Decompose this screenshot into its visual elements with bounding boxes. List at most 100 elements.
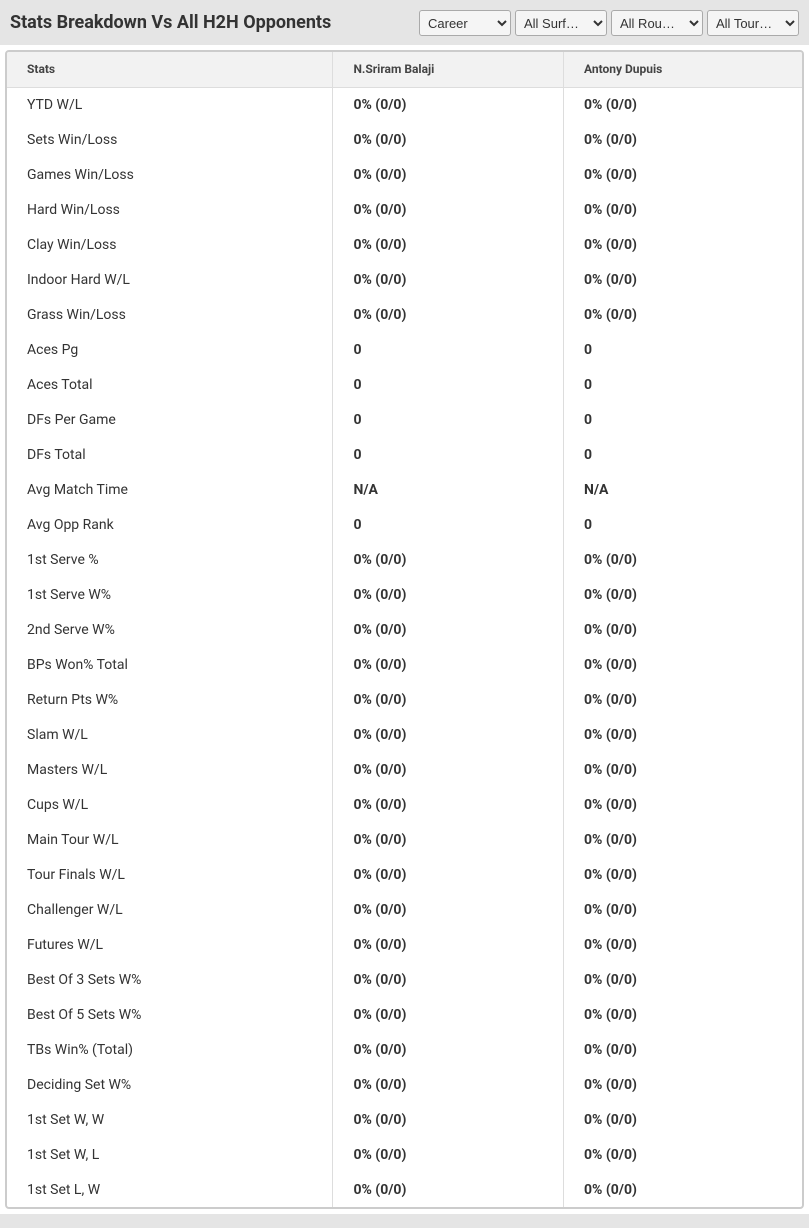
stat-label: Games Win/Loss — [7, 157, 333, 192]
player2-value: 0% (0/0) — [563, 87, 802, 122]
table-row: 2nd Serve W%0% (0/0)0% (0/0) — [7, 612, 802, 647]
stat-label: Clay Win/Loss — [7, 227, 333, 262]
player1-value: 0% (0/0) — [333, 192, 564, 227]
player1-value: 0 — [333, 437, 564, 472]
stats-table: Stats N.Sriram Balaji Antony Dupuis YTD … — [7, 52, 802, 1207]
player1-value: 0% (0/0) — [333, 1102, 564, 1137]
player1-value: 0% (0/0) — [333, 787, 564, 822]
table-row: 1st Set W, L0% (0/0)0% (0/0) — [7, 1137, 802, 1172]
stat-label: 1st Set W, L — [7, 1137, 333, 1172]
stat-label: 1st Set L, W — [7, 1172, 333, 1207]
player2-value: 0% (0/0) — [563, 1032, 802, 1067]
player2-value: 0% (0/0) — [563, 1067, 802, 1102]
table-row: Games Win/Loss0% (0/0)0% (0/0) — [7, 157, 802, 192]
stat-label: Deciding Set W% — [7, 1067, 333, 1102]
player2-value: 0 — [563, 402, 802, 437]
table-row: DFs Total00 — [7, 437, 802, 472]
table-row: Best Of 5 Sets W%0% (0/0)0% (0/0) — [7, 997, 802, 1032]
player1-value: 0% (0/0) — [333, 542, 564, 577]
stat-label: Challenger W/L — [7, 892, 333, 927]
table-row: Tour Finals W/L0% (0/0)0% (0/0) — [7, 857, 802, 892]
round-select[interactable]: All Rou… — [611, 10, 703, 36]
player2-value: 0 — [563, 332, 802, 367]
player2-value: 0% (0/0) — [563, 122, 802, 157]
player1-value: 0% (0/0) — [333, 647, 564, 682]
surface-select[interactable]: All Surf… — [515, 10, 607, 36]
table-row: Futures W/L0% (0/0)0% (0/0) — [7, 927, 802, 962]
stat-label: Sets Win/Loss — [7, 122, 333, 157]
player1-value: 0% (0/0) — [333, 262, 564, 297]
player2-value: 0% (0/0) — [563, 717, 802, 752]
stat-label: Best Of 3 Sets W% — [7, 962, 333, 997]
player1-value: 0% (0/0) — [333, 297, 564, 332]
player2-value: 0% (0/0) — [563, 262, 802, 297]
stat-label: Aces Total — [7, 367, 333, 402]
player1-value: 0% (0/0) — [333, 157, 564, 192]
player2-value: 0% (0/0) — [563, 577, 802, 612]
player1-value: 0% (0/0) — [333, 752, 564, 787]
player2-value: N/A — [563, 472, 802, 507]
stat-label: Return Pts W% — [7, 682, 333, 717]
player2-value: 0% (0/0) — [563, 857, 802, 892]
player2-value: 0 — [563, 507, 802, 542]
table-row: Masters W/L0% (0/0)0% (0/0) — [7, 752, 802, 787]
player2-value: 0% (0/0) — [563, 1172, 802, 1207]
player2-value: 0% (0/0) — [563, 752, 802, 787]
table-row: DFs Per Game00 — [7, 402, 802, 437]
player1-value: 0 — [333, 402, 564, 437]
player2-value: 0% (0/0) — [563, 962, 802, 997]
player1-value: 0% (0/0) — [333, 1137, 564, 1172]
table-row: Slam W/L0% (0/0)0% (0/0) — [7, 717, 802, 752]
table-row: Indoor Hard W/L0% (0/0)0% (0/0) — [7, 262, 802, 297]
footer-bar — [0, 1214, 809, 1228]
player2-value: 0% (0/0) — [563, 787, 802, 822]
stat-label: 2nd Serve W% — [7, 612, 333, 647]
stat-label: 1st Set W, W — [7, 1102, 333, 1137]
stat-label: 1st Serve % — [7, 542, 333, 577]
table-row: Aces Total00 — [7, 367, 802, 402]
table-row: Main Tour W/L0% (0/0)0% (0/0) — [7, 822, 802, 857]
player1-value: 0% (0/0) — [333, 87, 564, 122]
player1-value: 0% (0/0) — [333, 612, 564, 647]
player1-value: 0% (0/0) — [333, 1067, 564, 1102]
player1-value: 0% (0/0) — [333, 1032, 564, 1067]
player2-value: 0% (0/0) — [563, 1102, 802, 1137]
col-header-player2: Antony Dupuis — [563, 52, 802, 87]
player2-value: 0% (0/0) — [563, 157, 802, 192]
player2-value: 0% (0/0) — [563, 647, 802, 682]
player1-value: 0% (0/0) — [333, 122, 564, 157]
table-row: Best Of 3 Sets W%0% (0/0)0% (0/0) — [7, 962, 802, 997]
stat-label: 1st Serve W% — [7, 577, 333, 612]
period-select[interactable]: Career — [419, 10, 511, 36]
stat-label: Best Of 5 Sets W% — [7, 997, 333, 1032]
player2-value: 0% (0/0) — [563, 227, 802, 262]
stat-label: Avg Opp Rank — [7, 507, 333, 542]
col-header-player1: N.Sriram Balaji — [333, 52, 564, 87]
table-row: Challenger W/L0% (0/0)0% (0/0) — [7, 892, 802, 927]
stat-label: Avg Match Time — [7, 472, 333, 507]
table-row: Avg Match TimeN/AN/A — [7, 472, 802, 507]
table-row: Hard Win/Loss0% (0/0)0% (0/0) — [7, 192, 802, 227]
player1-value: 0% (0/0) — [333, 927, 564, 962]
table-row: 1st Serve %0% (0/0)0% (0/0) — [7, 542, 802, 577]
table-header-row: Stats N.Sriram Balaji Antony Dupuis — [7, 52, 802, 87]
player2-value: 0% (0/0) — [563, 927, 802, 962]
table-row: TBs Win% (Total)0% (0/0)0% (0/0) — [7, 1032, 802, 1067]
stat-label: DFs Per Game — [7, 402, 333, 437]
player2-value: 0% (0/0) — [563, 612, 802, 647]
table-row: Return Pts W%0% (0/0)0% (0/0) — [7, 682, 802, 717]
stat-label: Cups W/L — [7, 787, 333, 822]
stat-label: DFs Total — [7, 437, 333, 472]
table-row: YTD W/L0% (0/0)0% (0/0) — [7, 87, 802, 122]
tour-select[interactable]: All Tour… — [707, 10, 799, 36]
player2-value: 0% (0/0) — [563, 542, 802, 577]
stat-label: BPs Won% Total — [7, 647, 333, 682]
table-row: Sets Win/Loss0% (0/0)0% (0/0) — [7, 122, 802, 157]
stat-label: Aces Pg — [7, 332, 333, 367]
player2-value: 0% (0/0) — [563, 297, 802, 332]
stat-label: Masters W/L — [7, 752, 333, 787]
player1-value: 0% (0/0) — [333, 1172, 564, 1207]
filter-group: Career All Surf… All Rou… All Tour… — [419, 10, 799, 36]
table-row: 1st Serve W%0% (0/0)0% (0/0) — [7, 577, 802, 612]
player1-value: 0% (0/0) — [333, 857, 564, 892]
